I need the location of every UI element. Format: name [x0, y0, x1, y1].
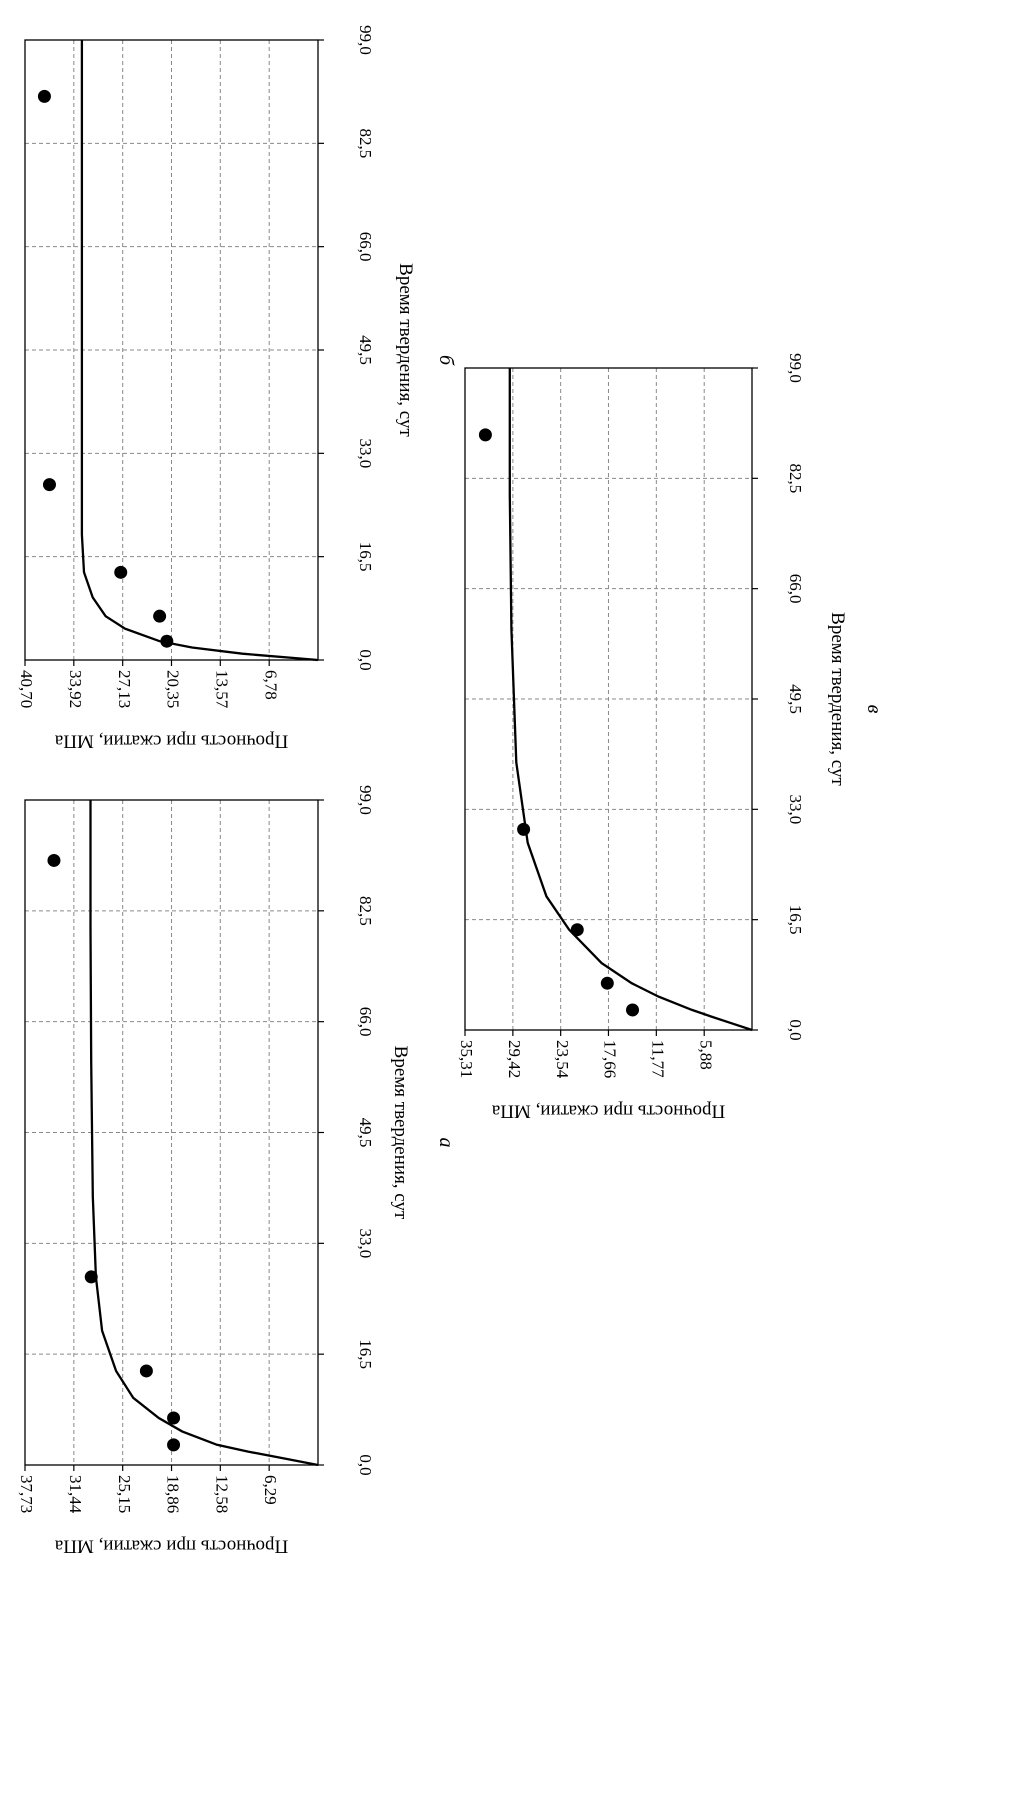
data-point [37, 89, 51, 103]
data-point [139, 1364, 153, 1378]
data-point [570, 923, 584, 937]
x-tick-label: 0,0 [356, 1454, 375, 1475]
chart-panel-2: 0,0 16,5 33,0 49,5 66,0 82,5 99,0 6,78 13,57 20,3… [17, 25, 457, 752]
y-tick-label: 18,86 [164, 1475, 183, 1513]
y-tick-label: 17,66 [601, 1040, 620, 1078]
x-tick-label: 16,5 [786, 905, 805, 935]
chart-panel-1: 0,0 16,5 33,0 49,5 66,0 82,5 99,0 6,29 12,58 18,8… [17, 785, 457, 1557]
x-tick-label: 49,5 [786, 684, 805, 714]
data-point [600, 976, 614, 990]
x-tick-label: 99,0 [356, 785, 375, 815]
x-tick-label: 0,0 [786, 1019, 805, 1040]
data-point [167, 1411, 181, 1425]
x-tick-label: 66,0 [356, 1007, 375, 1037]
y-axis-title: Прочность при сжатии, МПа [491, 1101, 725, 1122]
y-tick-label: 6,29 [261, 1475, 280, 1505]
y-tick-label: 6,78 [261, 670, 280, 700]
x-tick-label: 33,0 [356, 1228, 375, 1258]
x-tick-label: 16,5 [356, 542, 375, 572]
y-tick-label: 33,92 [66, 670, 85, 708]
panel-letter: а [435, 1138, 457, 1148]
x-tick-label: 49,5 [356, 1118, 375, 1148]
x-tick-label: 82,5 [786, 463, 805, 493]
chart-panel-3: 0,0 16,5 33,0 49,5 66,0 82,5 99,0 5,88 11,77 17,6… [457, 353, 885, 1122]
y-tick-label: 29,42 [505, 1040, 524, 1078]
x-tick-label: 49,5 [356, 335, 375, 365]
data-point [84, 1270, 98, 1284]
y-tick-label: 20,35 [164, 670, 183, 708]
y-tick-label: 37,73 [17, 1475, 36, 1513]
x-tick-label: 99,0 [786, 353, 805, 383]
y-axis-title: Прочность при сжатии, МПа [54, 731, 288, 752]
panel-letter: в [863, 705, 885, 714]
x-tick-label: 99,0 [356, 25, 375, 55]
y-tick-label: 31,44 [66, 1475, 85, 1514]
data-point [153, 609, 167, 623]
data-point [160, 634, 174, 648]
x-tick-label: 66,0 [356, 232, 375, 262]
x-tick-label: 82,5 [356, 128, 375, 158]
x-tick-label: 82,5 [356, 896, 375, 926]
x-tick-label: 66,0 [786, 574, 805, 604]
x-axis-title: Время твердения, сут [390, 1046, 411, 1220]
y-tick-label: 5,88 [696, 1040, 715, 1070]
x-tick-label: 16,5 [356, 1339, 375, 1369]
fit-curve [89, 800, 319, 1467]
data-point [114, 565, 128, 579]
y-tick-label: 13,57 [212, 670, 231, 709]
data-point [517, 822, 531, 836]
y-tick-label: 27,13 [115, 670, 134, 708]
y-tick-label: 11,77 [648, 1040, 667, 1078]
x-tick-label: 0,0 [356, 649, 375, 670]
x-tick-label: 33,0 [786, 794, 805, 824]
y-tick-label: 23,54 [553, 1040, 572, 1079]
y-tick-label: 12,58 [212, 1475, 231, 1513]
x-axis-title: Время твердения, сут [827, 612, 848, 786]
x-axis-title: Время твердения, сут [395, 263, 416, 437]
panel-letter: б [435, 355, 457, 366]
y-tick-label: 40,70 [17, 670, 36, 708]
y-tick-label: 35,31 [457, 1040, 476, 1078]
data-point [626, 1003, 640, 1017]
y-axis-title: Прочность при сжатии, МПа [54, 1536, 288, 1557]
y-tick-label: 25,15 [115, 1475, 134, 1513]
data-point [42, 478, 56, 492]
data-point [167, 1438, 181, 1452]
data-point [47, 853, 61, 867]
x-tick-label: 33,0 [356, 438, 375, 468]
fit-curve [508, 368, 753, 1032]
data-point [478, 428, 492, 442]
fit-curve [80, 40, 319, 662]
